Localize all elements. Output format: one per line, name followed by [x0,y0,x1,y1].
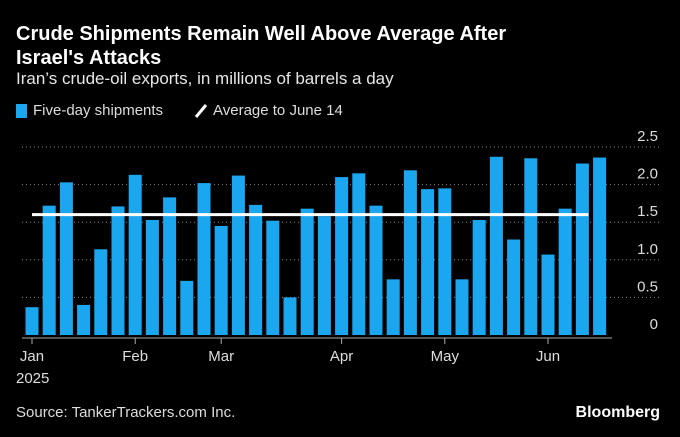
legend-swatch [16,104,27,118]
x-tick-label: Mar [208,348,234,365]
bar [163,197,177,335]
legend-label: Five-day shipments [33,102,163,119]
bar [593,157,607,335]
x-tick-label: May [431,348,460,365]
bar [575,163,589,335]
y-tick-label: 2.5 [637,128,658,145]
bar [541,254,555,335]
bar [472,219,486,335]
source: Source: TankerTrackers.com Inc. [16,404,235,421]
bar [111,206,125,335]
bar [249,204,263,335]
legend-swatch [194,104,208,118]
bar [25,307,39,335]
bar [558,208,572,335]
y-tick-label: 0.5 [637,278,658,295]
bar [128,174,142,335]
y-tick-label: 1.0 [637,241,658,258]
bar [317,216,331,335]
y-tick-label: 1.5 [637,203,658,220]
bar [283,297,297,335]
year-label: 2025 [16,370,49,387]
bar [507,239,521,335]
bar [403,170,417,335]
bar [421,189,435,335]
chart-title: Crude Shipments Remain Well Above Averag… [16,23,507,69]
bar [369,205,383,335]
brand: Bloomberg [576,404,660,421]
bar [438,188,452,335]
bar [524,158,538,335]
y-tick-label: 0 [650,316,658,333]
bar [352,173,366,335]
bar [94,249,108,335]
bar [489,156,503,335]
bar [300,208,314,335]
bar [42,205,56,335]
chart-subtitle: Iran’s crude-oil exports, in millions of… [16,69,394,88]
bar [145,219,159,335]
x-tick-label: Feb [122,348,148,365]
bar [455,279,469,335]
bar [77,304,91,335]
bar [335,177,349,335]
bar [214,225,228,335]
bar [180,280,194,335]
x-tick-label: Apr [330,348,353,365]
bar [386,279,400,335]
legend-label: Average to June 14 [213,102,343,119]
bar [231,175,245,335]
bar [59,182,73,335]
bar [197,183,211,335]
x-tick-label: Jun [536,348,560,365]
bar [266,220,280,335]
y-tick-label: 2.0 [637,166,658,183]
x-tick-label: Jan [20,348,44,365]
